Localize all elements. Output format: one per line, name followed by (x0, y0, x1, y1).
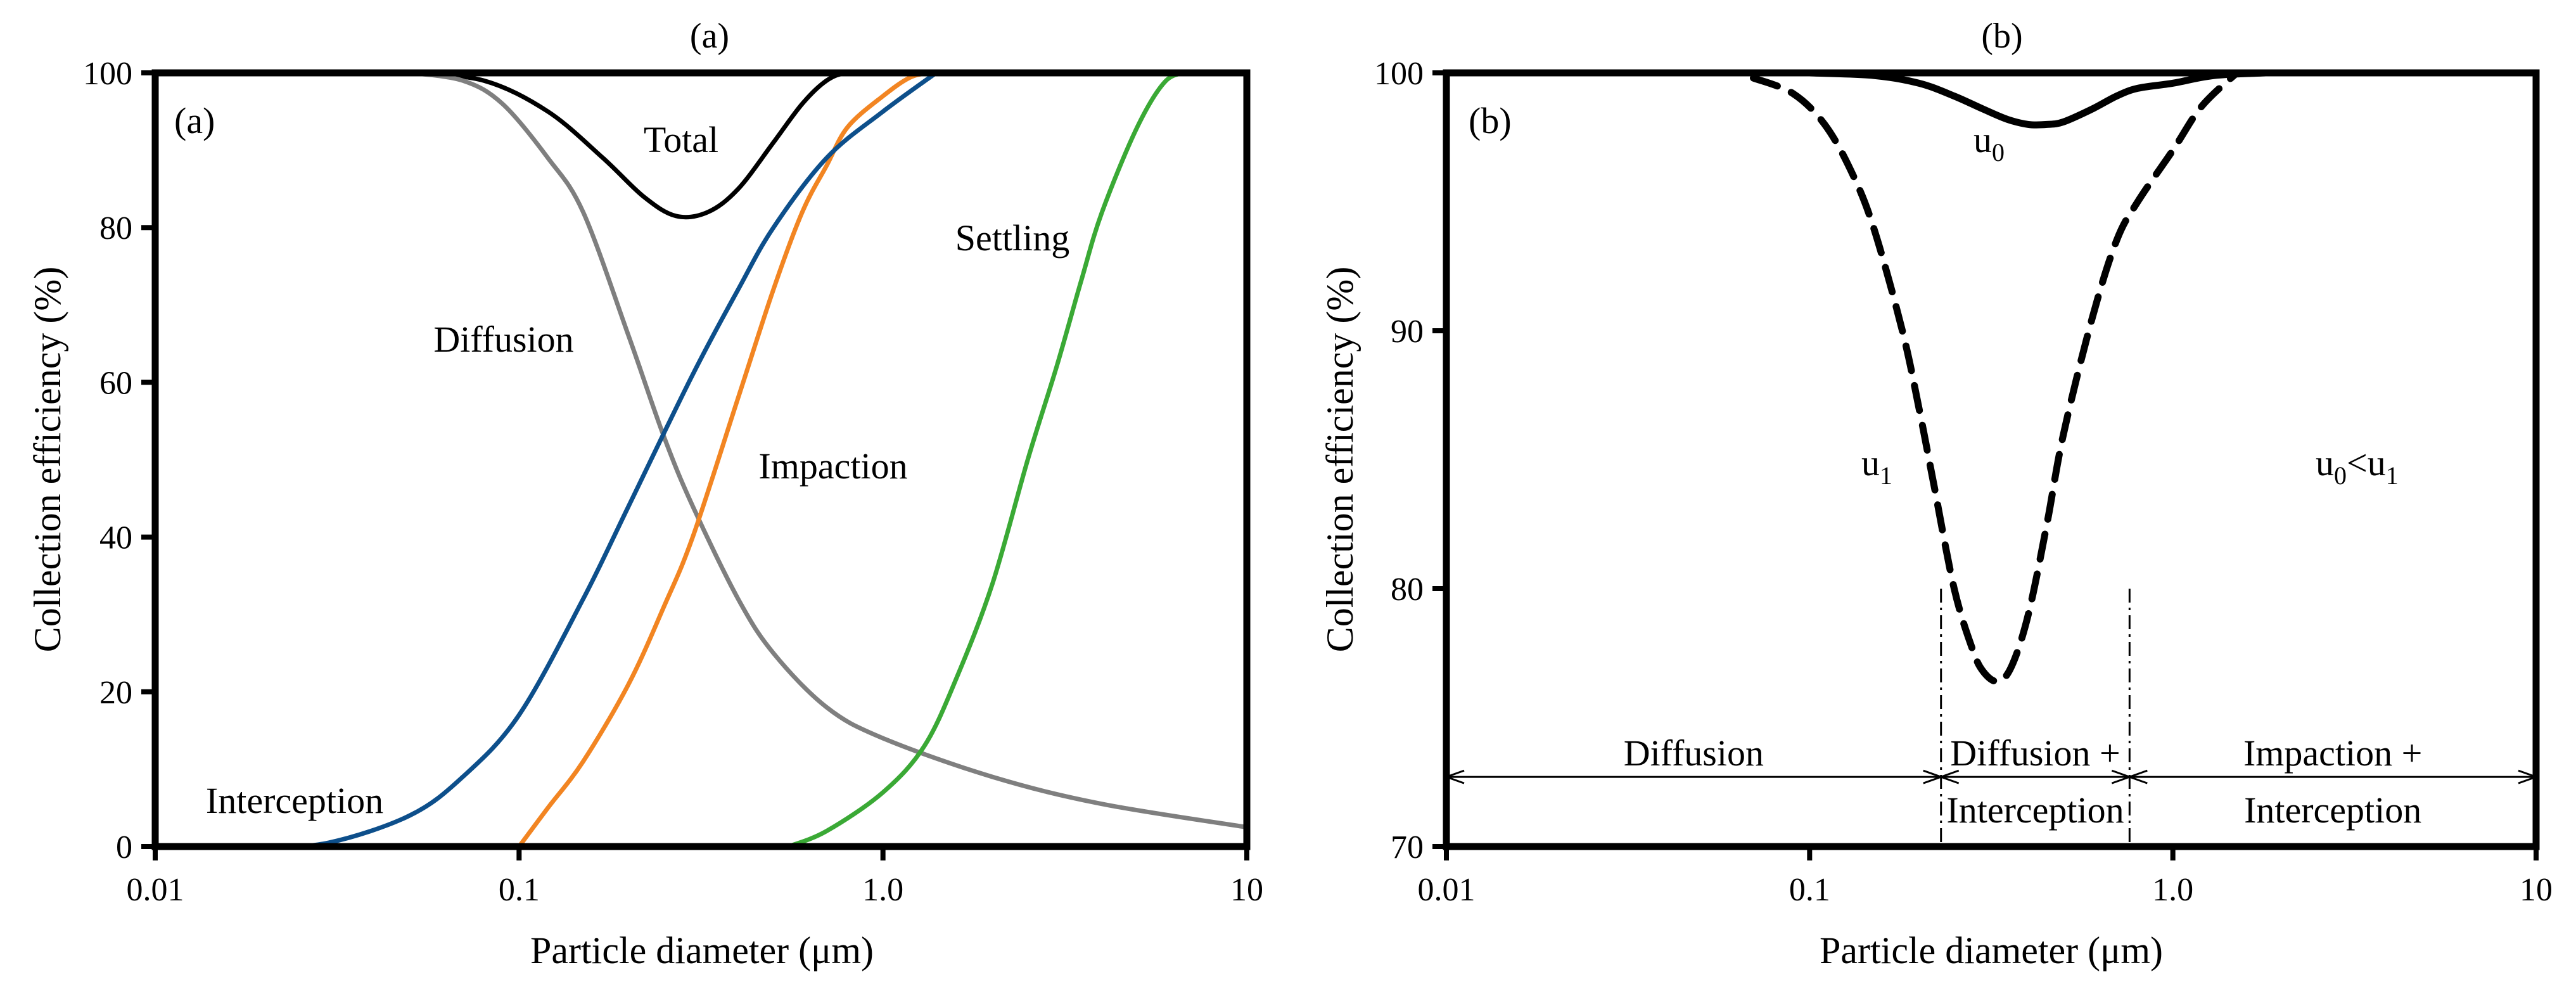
series-line-settling (786, 70, 1193, 849)
annotation-settling: Settling (955, 217, 1069, 259)
panel-b-y-axis-label: Collection efficiency (%) (1319, 267, 1361, 653)
panel-a-curves (153, 70, 1249, 849)
relation-left-sub: 0 (2334, 461, 2347, 490)
panel-a-x-tick-label: 1.0 (862, 872, 903, 908)
relation-left-main: u (2316, 442, 2334, 483)
panel-a-y-tick-label: 0 (116, 829, 132, 866)
annotation-diffusion: Diffusion (433, 319, 573, 360)
series-label-u1-sub: 1 (1880, 461, 1892, 490)
region-label: Interception (2244, 790, 2421, 831)
region-label: Impaction + (2243, 732, 2422, 774)
region-label: Diffusion + (1950, 732, 2120, 774)
relation-sep: < (2347, 442, 2368, 483)
panel-b-y-tick-label: 100 (1374, 56, 1424, 92)
panel-a-x-tick-label: 0.1 (499, 872, 540, 908)
panel-a-y-tick-label: 40 (99, 520, 132, 556)
panel-a-title: (a) (690, 16, 729, 56)
series-label-u1-main: u (1861, 442, 1880, 483)
panel-b-x-tick-label: 0.01 (1418, 872, 1476, 908)
panel-a-x-tick-label: 0.01 (127, 872, 184, 908)
panel-a-plot-frame (151, 69, 1251, 850)
panel-b-title: (b) (1981, 16, 2022, 56)
series-label-u0-main: u (1973, 119, 1992, 160)
series-line-total (407, 70, 886, 220)
relation-right-main: u (2368, 442, 2386, 483)
panel-b-x-axis-label: Particle diameter (μm) (1820, 930, 2163, 971)
panel-b-y-tick-label: 90 (1391, 314, 1424, 350)
annotation-total: Total (644, 119, 718, 160)
region-label: Diffusion (1624, 732, 1764, 774)
panel-a-y-tick-label: 80 (99, 210, 132, 246)
series-line-u0 (1806, 69, 2269, 129)
panel-a-y-axis-label: Collection efficiency (%) (27, 267, 68, 653)
panel-b-curves (1750, 69, 2269, 686)
panel-b-inner-label: (b) (1469, 100, 1512, 141)
relation-label: u0<u1 (2316, 442, 2399, 490)
series-line-interception (153, 70, 939, 849)
panel-a-x-tick-label: 10 (1230, 872, 1263, 908)
series-line-diffusion (407, 70, 1249, 829)
annotation-impaction: Impaction (758, 445, 907, 487)
annotation-interception: Interception (206, 780, 383, 821)
panel-b-regions: Diffusion Diffusion + Interception Impactio… (1443, 732, 2539, 831)
panel-b-x-tick-label: 1.0 (2152, 872, 2193, 908)
panel-a-y-tick-label: 20 (99, 675, 132, 711)
panel-b-x-tick-label: 10 (2520, 872, 2553, 908)
panel-b-region-dividers (1940, 589, 2131, 847)
panel-b-plot-frame (1443, 69, 2540, 850)
panel-b-x-tick-label: 0.1 (1789, 872, 1830, 908)
series-line-impaction (516, 70, 939, 849)
panel-a-y-tick-label: 100 (83, 56, 132, 92)
series-label-u0: u0 (1973, 119, 2005, 167)
panel-b-y-tick-label: 70 (1391, 829, 1424, 866)
relation-right-sub: 1 (2386, 461, 2399, 490)
region-label: Interception (1946, 790, 2124, 831)
region-arrowhead-left (1938, 769, 1960, 784)
panel-b-y-tick-label: 80 (1391, 572, 1424, 608)
panel-a-y-tick-label: 60 (99, 365, 132, 401)
series-label-u1: u1 (1861, 442, 1892, 490)
region-arrowhead-left (2126, 769, 2148, 784)
panel-a-x-axis-label: Particle diameter (μm) (530, 930, 874, 971)
panel-a-inner-label: (a) (174, 100, 215, 141)
series-label-u0-sub: 0 (1992, 138, 2005, 167)
series-line-u1 (1750, 69, 2241, 686)
